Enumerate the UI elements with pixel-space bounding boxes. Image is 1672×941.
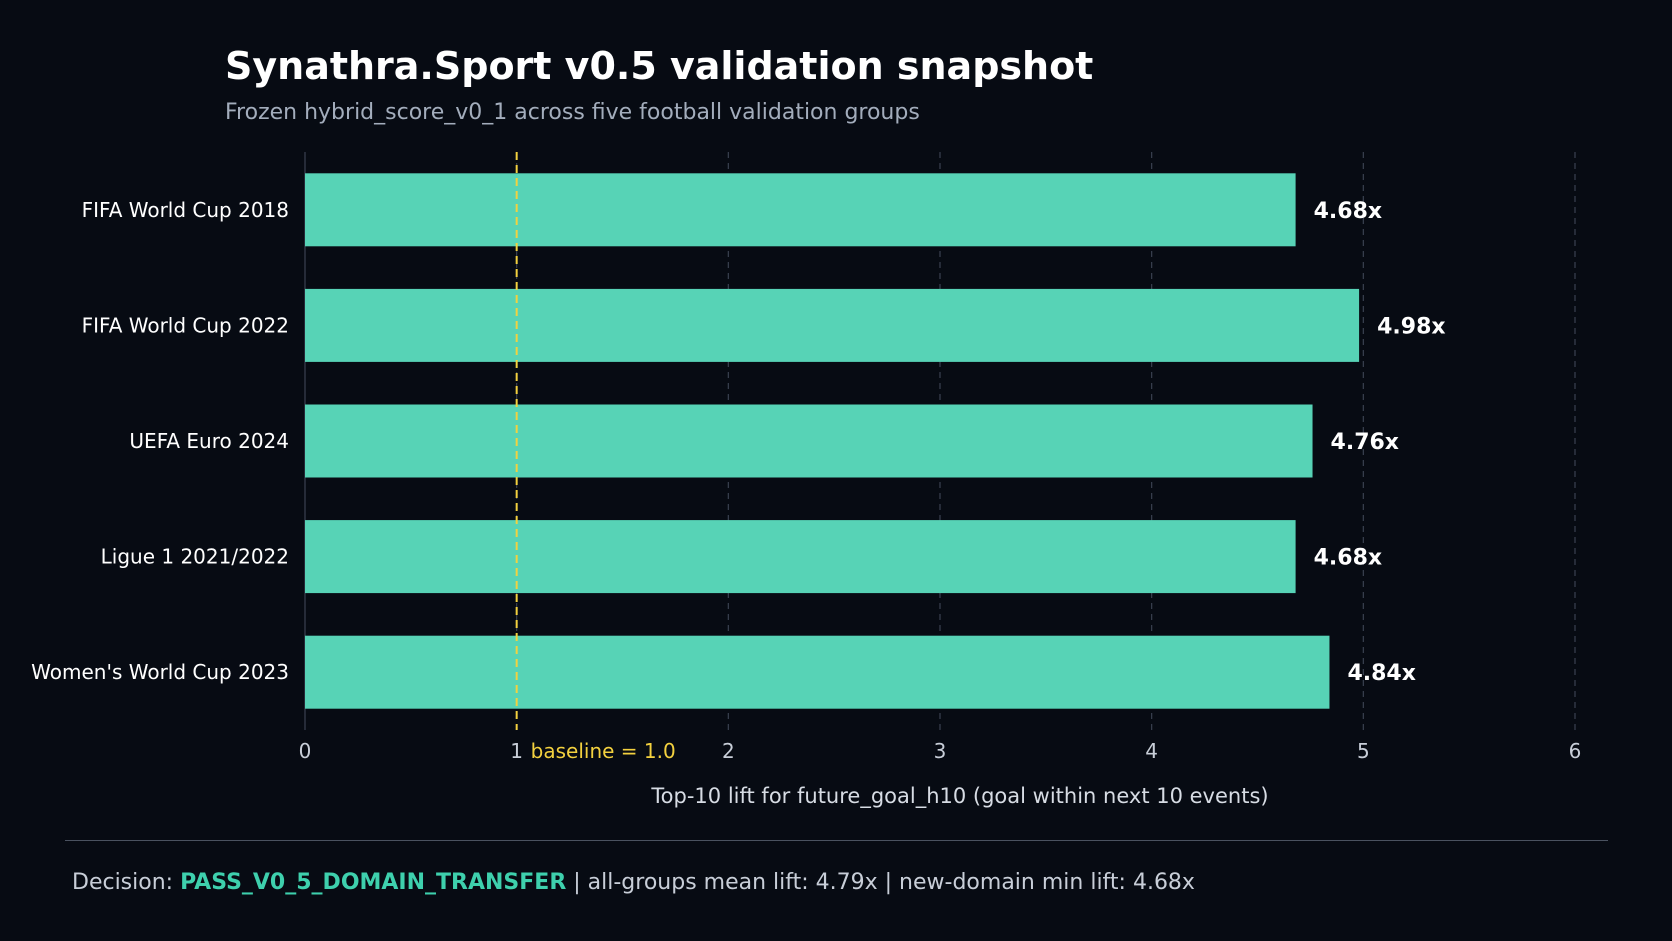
bar-value-label: 4.68x	[1314, 546, 1382, 571]
bar	[305, 288, 1360, 362]
decision-value: PASS_V0_5_DOMAIN_TRANSFER	[180, 870, 567, 895]
bar	[305, 404, 1313, 478]
category-label: Women's World Cup 2023	[31, 660, 289, 684]
x-tick-label: 5	[1357, 739, 1370, 763]
x-tick-label: 6	[1569, 739, 1582, 763]
bar-value-label: 4.84x	[1347, 661, 1415, 686]
decision-prefix: Decision:	[72, 870, 181, 895]
baseline-label: baseline = 1.0	[531, 739, 676, 763]
decision-summary: | all-groups mean lift: 4.79x | new-doma…	[566, 870, 1195, 895]
category-label: UEFA Euro 2024	[129, 429, 289, 453]
bar	[305, 635, 1330, 709]
chart-title: Synathra.Sport v0.5 validation snapshot	[225, 44, 1094, 88]
bar-value-label: 4.76x	[1331, 430, 1399, 455]
x-tick-label: 0	[299, 739, 312, 763]
x-tick-label: 3	[934, 739, 947, 763]
bar	[305, 520, 1296, 594]
chart-subtitle: Frozen hybrid_score_v0_1 across five foo…	[225, 100, 920, 125]
bar-value-label: 4.98x	[1377, 314, 1445, 339]
x-tick-label: 1	[510, 739, 523, 763]
category-label: FIFA World Cup 2022	[82, 313, 289, 337]
x-tick-label: 4	[1145, 739, 1158, 763]
category-label: FIFA World Cup 2018	[82, 198, 289, 222]
bar	[305, 173, 1296, 247]
footer-divider	[65, 840, 1608, 841]
category-label: Ligue 1 2021/2022	[101, 545, 289, 569]
lift-bar-chart: 4.68x FIFA World Cup 2018 4.98x FIFA World …	[31, 152, 1582, 809]
decision-footer: Decision: PASS_V0_5_DOMAIN_TRANSFER | al…	[72, 870, 1195, 895]
x-axis-label: Top-10 lift for future_goal_h10 (goal wi…	[650, 784, 1268, 809]
x-tick-label: 2	[722, 739, 735, 763]
bar-value-label: 4.68x	[1314, 199, 1382, 224]
